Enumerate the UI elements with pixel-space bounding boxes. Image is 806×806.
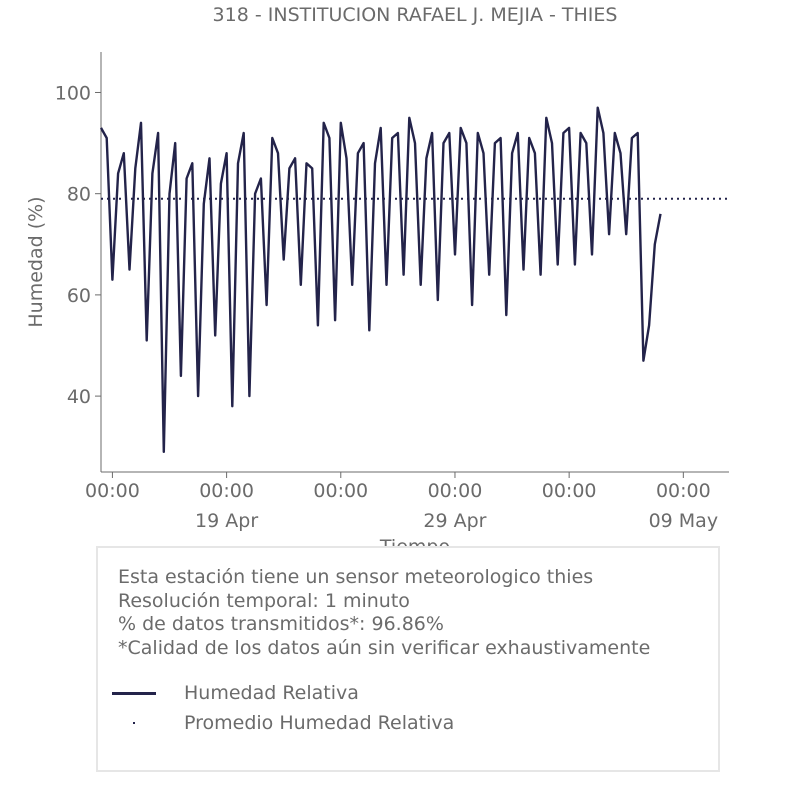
humidity-chart: 318 - INSTITUCION RAFAEL J. MEJIA - THIE… xyxy=(25,4,729,558)
x-tick-label-4: 00:00 xyxy=(542,480,597,502)
legend-item-promedio-humedad-relativa: Promedio Humedad Relativa xyxy=(112,712,454,734)
info-panel: Esta estación tiene un sensor meteorolog… xyxy=(96,546,720,772)
x-tick-label-3: 00:00 xyxy=(428,480,483,502)
y-tick-label-60: 60 xyxy=(67,285,91,307)
x-tick-label-1: 00:00 xyxy=(199,480,254,502)
x-tick-label-5: 00:00 xyxy=(656,480,711,502)
y-tick-label-80: 80 xyxy=(67,184,91,206)
plot-area: 40 60 80 100 00:00 00:00 19 Apr 00:00 00:00 29 A… xyxy=(55,52,729,532)
series-humedad-relativa xyxy=(99,106,662,453)
chart-title: 318 - INSTITUCION RAFAEL J. MEJIA - THIE… xyxy=(213,4,618,26)
x-tick-label-0: 00:00 xyxy=(85,480,140,502)
data-quality-note: *Calidad de los datos aún sin verificar … xyxy=(118,636,651,659)
y-axis-label: Humedad (%) xyxy=(25,196,47,327)
sensor-description: Esta estación tiene un sensor meteorolog… xyxy=(118,566,594,588)
legend-item-humedad-relativa: Humedad Relativa xyxy=(112,682,359,704)
y-tick-label-100: 100 xyxy=(55,82,91,104)
data-transmitted-percent: % de datos transmitidos*: 96.86% xyxy=(118,613,444,635)
x-tick-label-2: 00:00 xyxy=(313,480,368,502)
y-tick-label-40: 40 xyxy=(67,386,91,408)
x-date-label-5: 09 May xyxy=(649,510,719,532)
legend-label: Humedad Relativa xyxy=(184,682,359,704)
x-axis-ticks: 00:00 00:00 19 Apr 00:00 00:00 29 Apr 00:00 00:… xyxy=(85,472,718,532)
x-date-label-1: 19 Apr xyxy=(195,510,258,532)
station-info: Esta estación tiene un sensor meteorolog… xyxy=(118,566,650,660)
legend-label: Promedio Humedad Relativa xyxy=(184,712,455,734)
y-axis-ticks: 40 60 80 100 xyxy=(55,82,101,408)
legend-swatch-dotted xyxy=(112,713,156,733)
x-date-label-3: 29 Apr xyxy=(423,510,486,532)
legend-swatch-solid xyxy=(112,683,156,703)
temporal-resolution: Resolución temporal: 1 minuto xyxy=(118,589,410,612)
